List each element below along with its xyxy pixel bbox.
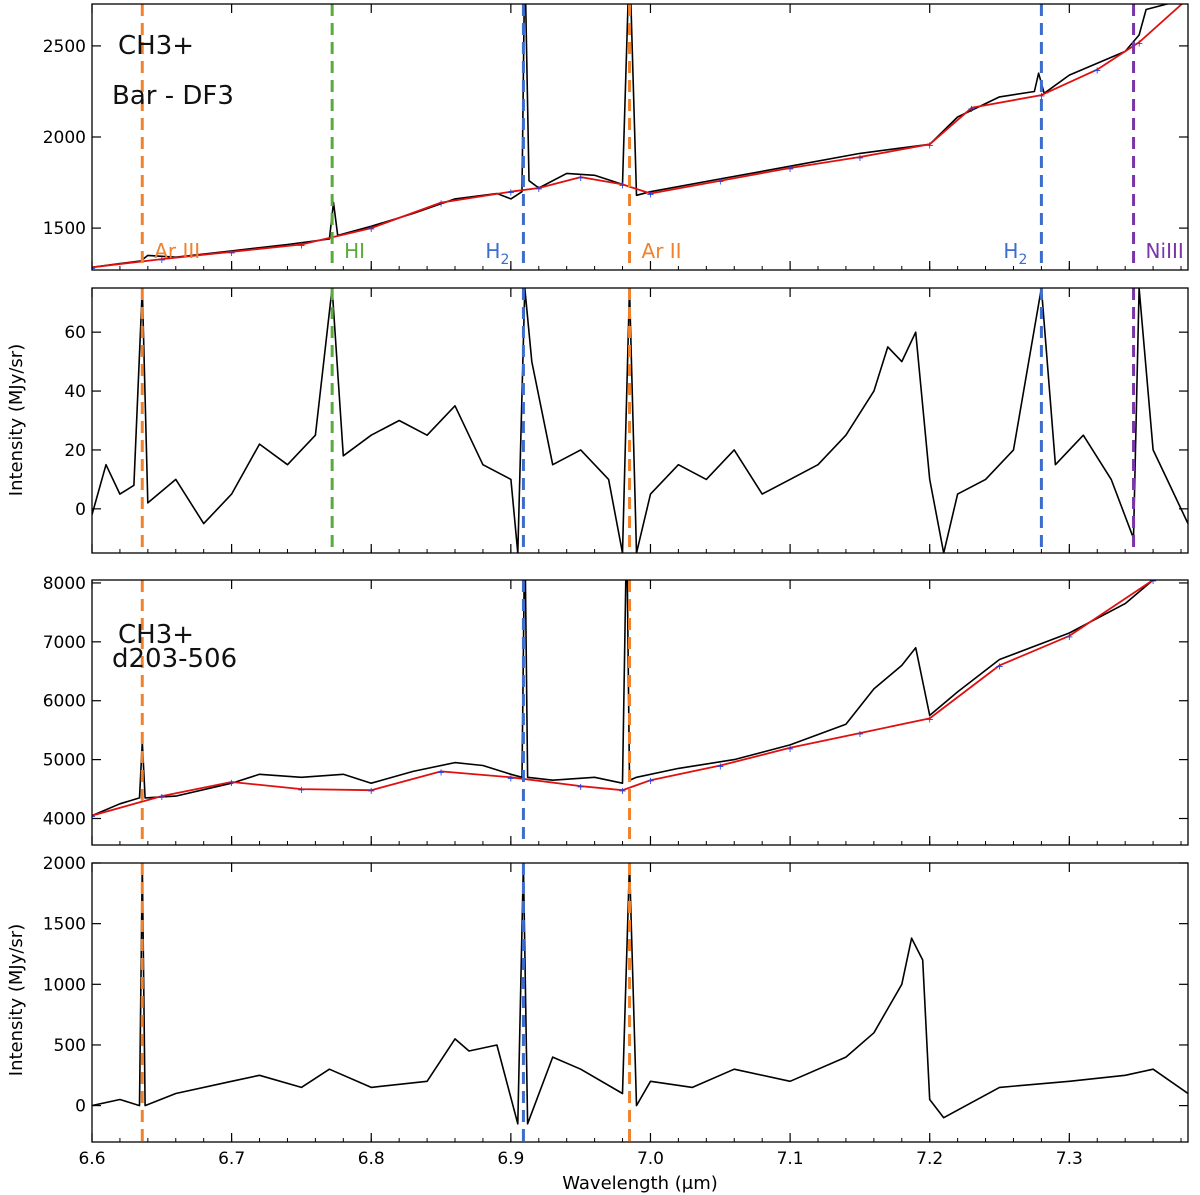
line-label: H2 <box>1003 239 1027 268</box>
x-tick-label: 6.8 <box>358 1149 385 1169</box>
panel-label-top-line2: Bar - DF3 <box>112 81 234 111</box>
y-tick-label: 60 <box>64 323 86 343</box>
x-tick-label: 7.2 <box>916 1149 943 1169</box>
continuum-anchor-point: + <box>227 778 235 789</box>
continuum-anchor-point: + <box>716 177 724 188</box>
continuum-anchor-point: + <box>576 782 584 793</box>
continuum-anchor-point: + <box>967 104 975 115</box>
y-tick-label: 2500 <box>43 37 86 57</box>
continuum-anchor-point: + <box>1149 576 1157 587</box>
series-residual <box>92 288 1188 553</box>
continuum-anchor-point: + <box>995 661 1003 672</box>
continuum-anchor-point: + <box>618 786 626 797</box>
panel-label-top-line1: CH3+ <box>118 31 194 61</box>
continuum-anchor-point: + <box>646 776 654 787</box>
panel-frame <box>91 287 1189 554</box>
line-label: Ar III <box>154 239 200 263</box>
panel-label-top: CH3+ <box>118 31 194 61</box>
y-tick-label: 2000 <box>43 854 86 874</box>
panel-label-bottom-line2: d203-506 <box>112 644 237 674</box>
line-label: H2 <box>485 239 509 268</box>
continuum-anchor-point: + <box>367 224 375 235</box>
y-tick-label: 1500 <box>43 915 86 935</box>
panel-d203-spectrum: + + + + + + + + + + + + + + + + +4000 5000 6000 7000 8000 <box>43 574 1189 846</box>
x-tick-label: 6.9 <box>497 1149 524 1169</box>
continuum-anchor-point: + <box>646 189 654 200</box>
y-tick-label: 8000 <box>43 574 86 594</box>
y-tick-label: 40 <box>64 382 86 402</box>
line-label: NiIII <box>1146 239 1184 263</box>
series-spectrum <box>92 580 1154 817</box>
y-tick-label: 20 <box>64 441 86 461</box>
panel-label-top-line2-a: Bar - <box>112 81 182 111</box>
x-axis-title: Wavelength (μm) <box>562 1173 718 1194</box>
x-tick-label: 7.3 <box>1056 1149 1083 1169</box>
continuum-anchor-point: + <box>1184 0 1192 6</box>
y-tick-label: 7000 <box>43 633 86 653</box>
continuum-anchor-point: + <box>297 785 305 796</box>
continuum-anchor-point: + <box>437 767 445 778</box>
panel-frame <box>91 3 1189 271</box>
continuum-anchor-point: + <box>1135 38 1143 49</box>
continuum-anchor-point: + <box>856 153 864 164</box>
continuum-anchor-point: + <box>88 263 96 274</box>
continuum-anchor-point: + <box>1093 66 1101 77</box>
y-axis-title-bottom: Intensity (MJy/sr) <box>6 924 27 1076</box>
continuum-anchor-point: + <box>535 184 543 195</box>
continuum-anchor-point: + <box>88 812 96 823</box>
x-tick-label: 7.1 <box>777 1149 804 1169</box>
line-label: Ar II <box>642 239 682 263</box>
y-tick-label: 0 <box>75 1097 86 1117</box>
y-tick-label: 4000 <box>43 810 86 830</box>
continuum-anchor-point: + <box>507 188 515 199</box>
panel-label-bottom-line1: CH3+ <box>118 620 194 650</box>
continuum-anchor-point: + <box>786 164 794 175</box>
panel-d203-residual: 6.6 6.7 6.8 6.9 7.0 7.1 7.2 7.3 0 500 1000 1500 2000 <box>43 854 1189 1169</box>
series-spectrum <box>92 4 1171 269</box>
continuum-anchor-point: + <box>926 140 934 151</box>
continuum-anchor-point: + <box>926 714 934 725</box>
continuum-anchor-point: + <box>786 744 794 755</box>
line-label: HI <box>344 239 365 263</box>
continuum-anchor-point: + <box>507 773 515 784</box>
panels: + + + + + + + + + + + + + + + + + + + + Ar III HI H2 Ar II H2 NiI… <box>43 0 1192 1169</box>
y-tick-label: 5000 <box>43 751 86 771</box>
continuum-anchor-point: + <box>227 248 235 259</box>
continuum-anchor-point: + <box>158 792 166 803</box>
panel-bar-df3-residual: 0 20 40 60 <box>64 287 1189 554</box>
panel-frame <box>91 579 1189 846</box>
x-tick-label: 6.6 <box>78 1149 105 1169</box>
panel-label-bottom: CH3+ <box>118 620 194 650</box>
continuum-anchor-point: + <box>716 762 724 773</box>
x-tick-label: 6.7 <box>218 1149 245 1169</box>
y-axis-title-top: Intensity (MJy/sr) <box>6 344 27 496</box>
continuum-anchor-point: + <box>437 199 445 210</box>
panel-frame <box>91 862 1189 1143</box>
continuum-anchor-point: + <box>1065 632 1073 643</box>
y-tick-label: 0 <box>75 500 86 520</box>
continuum-anchor-point: + <box>576 173 584 184</box>
series-continuum <box>92 4 1184 269</box>
y-tick-label: 2000 <box>43 128 86 148</box>
y-tick-label: 1500 <box>43 219 86 239</box>
continuum-anchor-point: + <box>618 180 626 191</box>
continuum-anchor-point: + <box>158 255 166 266</box>
series-residual <box>92 863 1188 1125</box>
y-tick-label: 500 <box>54 1036 86 1056</box>
series-continuum <box>92 580 1154 817</box>
y-tick-label: 6000 <box>43 692 86 712</box>
continuum-anchor-point: + <box>856 729 864 740</box>
x-tick-label: 7.0 <box>637 1149 664 1169</box>
panel-label-top-line2-b: DF3 <box>182 81 234 111</box>
continuum-anchor-point: + <box>1037 91 1045 102</box>
continuum-anchor-point: + <box>367 786 375 797</box>
y-tick-label: 1000 <box>43 975 86 995</box>
continuum-anchor-point: + <box>297 240 305 251</box>
